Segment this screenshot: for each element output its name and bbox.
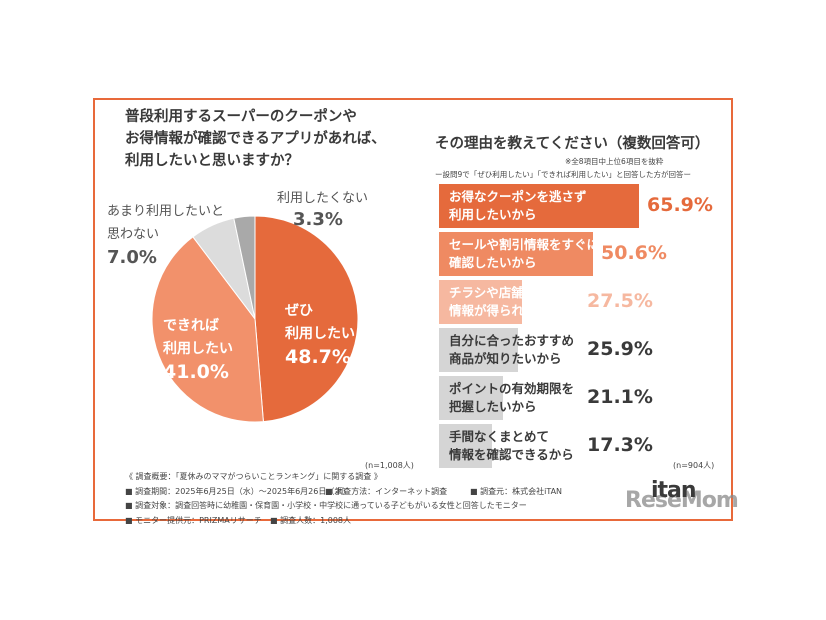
bar-row-6: 手間なくまとめて情報を確認できるから 17.3% [439, 424, 721, 468]
pie-label-1-line-1: ぜひ [285, 303, 313, 319]
pie-label-4-line-1: 利用したくない [277, 191, 369, 206]
bar-label-5-line-2: 把握したいから [449, 399, 537, 414]
bar-value-4: 25.9% [587, 338, 653, 360]
bar-6 [439, 424, 492, 468]
bar-label-3-line-1: チラシや店舗に行かなくても [449, 285, 611, 300]
bar-2 [439, 232, 593, 276]
bar-value-1: 65.9% [647, 194, 713, 216]
bar-row-1: お得なクーポンを逃さず 利用したいから 65.9% [439, 184, 721, 228]
bar-label-1-line-2: 利用したいから [449, 207, 537, 222]
bar-1 [439, 184, 639, 228]
bar-3 [439, 280, 522, 324]
pie-label-3: あまり利用したいと 思わない 7.0% [107, 200, 224, 269]
pie-label-1: ぜひ利用したい 48.7% [285, 300, 355, 369]
bar-label-4-line-1: 自分に合ったおすすめ [449, 333, 575, 348]
bar-label-3: チラシや店舗に行かなくても 情報が得られるから [449, 284, 610, 320]
bar-value-3: 27.5% [587, 290, 653, 312]
notes-count: ■ 調査人数：1,008人 [270, 515, 352, 525]
bar-label-6-line-1: 手間なくまとめて [449, 429, 550, 444]
bar-label-6: 手間なくまとめて情報を確認できるから [449, 428, 574, 464]
bar-value-6: 17.3% [587, 434, 653, 456]
pie-question-line-3: 利用したいと思いますか？ [125, 153, 299, 169]
pie-slice-4 [233, 215, 256, 320]
bar-row-5: ポイントの有効期限を 把握したいから 21.1% [439, 376, 721, 420]
bar-label-2-line-1: セールや割引情報をすぐに [449, 237, 600, 252]
notes-provider: ■ モニター提供元：PRIZMAリサーチ [125, 515, 262, 525]
bar-label-1: お得なクーポンを逃さず 利用したいから [449, 188, 587, 224]
pie-value-3: 7.0% [107, 247, 157, 268]
pie-label-3-line-2: 思わない [107, 227, 160, 242]
bar-label-6-line-2: 情報を確認できるから [449, 447, 574, 462]
bar-5 [439, 376, 503, 420]
resemom-watermark: ReseMom [625, 488, 739, 513]
pie-question: 普段利用するスーパーのクーポンや お得情報が確認できるアプリがあれば、 利用した… [125, 106, 386, 172]
pie-slice-2 [151, 236, 264, 423]
pie-value-1: 48.7% [285, 346, 351, 368]
bar-row-4: 自分に合ったおすすめ 商品が知りたいから 25.9% [439, 328, 721, 372]
notes-method: ■ 調査方法：インターネット調査 [325, 486, 448, 496]
pie-slice-1 [254, 215, 359, 423]
pie-sample-size: (n=1,008人) [365, 461, 414, 470]
pie-label-2-line-2: 利用したい [163, 341, 233, 357]
bar-label-4-line-2: 商品が知りたいから [449, 351, 562, 366]
bar-label-5-line-1: ポイントの有効期限を [449, 381, 575, 396]
pie-question-line-2: お得情報が確認できるアプリがあれば、 [125, 131, 386, 147]
pie-label-1-line-2: 利用したい [285, 326, 355, 342]
bar-row-3: チラシや店舗に行かなくても 情報が得られるから 27.5% [439, 280, 721, 324]
pie-question-line-1: 普段利用するスーパーのクーポンや [125, 109, 357, 125]
bar-note-top: ※全8項目中上位6項目を抜粋 [565, 157, 664, 166]
notes-period: ■ 調査期間：2025年6月25日（水）～2025年6月26日（木） [125, 486, 351, 496]
bar-label-1-line-1: お得なクーポンを逃さず [449, 189, 587, 204]
notes-org: ■ 調査元：株式会社iTAN [470, 486, 563, 496]
pie-value-2: 41.0% [163, 361, 229, 383]
pie-value-4: 3.3% [293, 209, 343, 230]
survey-notes: 《 調査概要：「夏休みのママがつらいことランキング」に関する調査 》 ■ 調査期… [125, 470, 562, 528]
bar-4 [439, 328, 518, 372]
itan-logo: itan [651, 478, 697, 503]
bar-label-2: セールや割引情報をすぐに 確認したいから [449, 236, 599, 272]
bar-value-5: 21.1% [587, 386, 653, 408]
bar-row-2: セールや割引情報をすぐに 確認したいから 50.6% [439, 232, 721, 276]
bar-value-2: 50.6% [601, 242, 667, 264]
pie-label-2: できれば利用したい 41.0% [163, 315, 233, 384]
bar-label-5: ポイントの有効期限を 把握したいから [449, 380, 574, 416]
pie-chart [151, 215, 359, 423]
bar-label-3-line-2: 情報が得られるから [449, 303, 562, 318]
pie-label-4: 利用したくない 3.3% [277, 190, 368, 232]
infographic-frame: 普段利用するスーパーのクーポンや お得情報が確認できるアプリがあれば、 利用した… [93, 98, 739, 525]
pie-label-2-line-1: できれば [163, 318, 219, 334]
notes-title: 《 調査概要：「夏休みのママがつらいことランキング」に関する調査 》 [125, 472, 382, 481]
bar-label-4: 自分に合ったおすすめ 商品が知りたいから [449, 332, 574, 368]
pie-label-3-line-1: あまり利用したいと [107, 204, 225, 219]
bar-question: その理由を教えてください（複数回答可） [435, 136, 710, 152]
bar-label-2-line-2: 確認したいから [449, 255, 537, 270]
bar-note-subtitle: ー設問9で「ぜひ利用したい」「できれば利用したい」と回答した方が回答ー [435, 170, 692, 179]
notes-target: ■ 調査対象：調査回答時に幼稚園・保育園・小学校・中学校に通っている子どもがいる… [125, 501, 527, 510]
bar-sample-size: (n=904人) [673, 461, 715, 470]
